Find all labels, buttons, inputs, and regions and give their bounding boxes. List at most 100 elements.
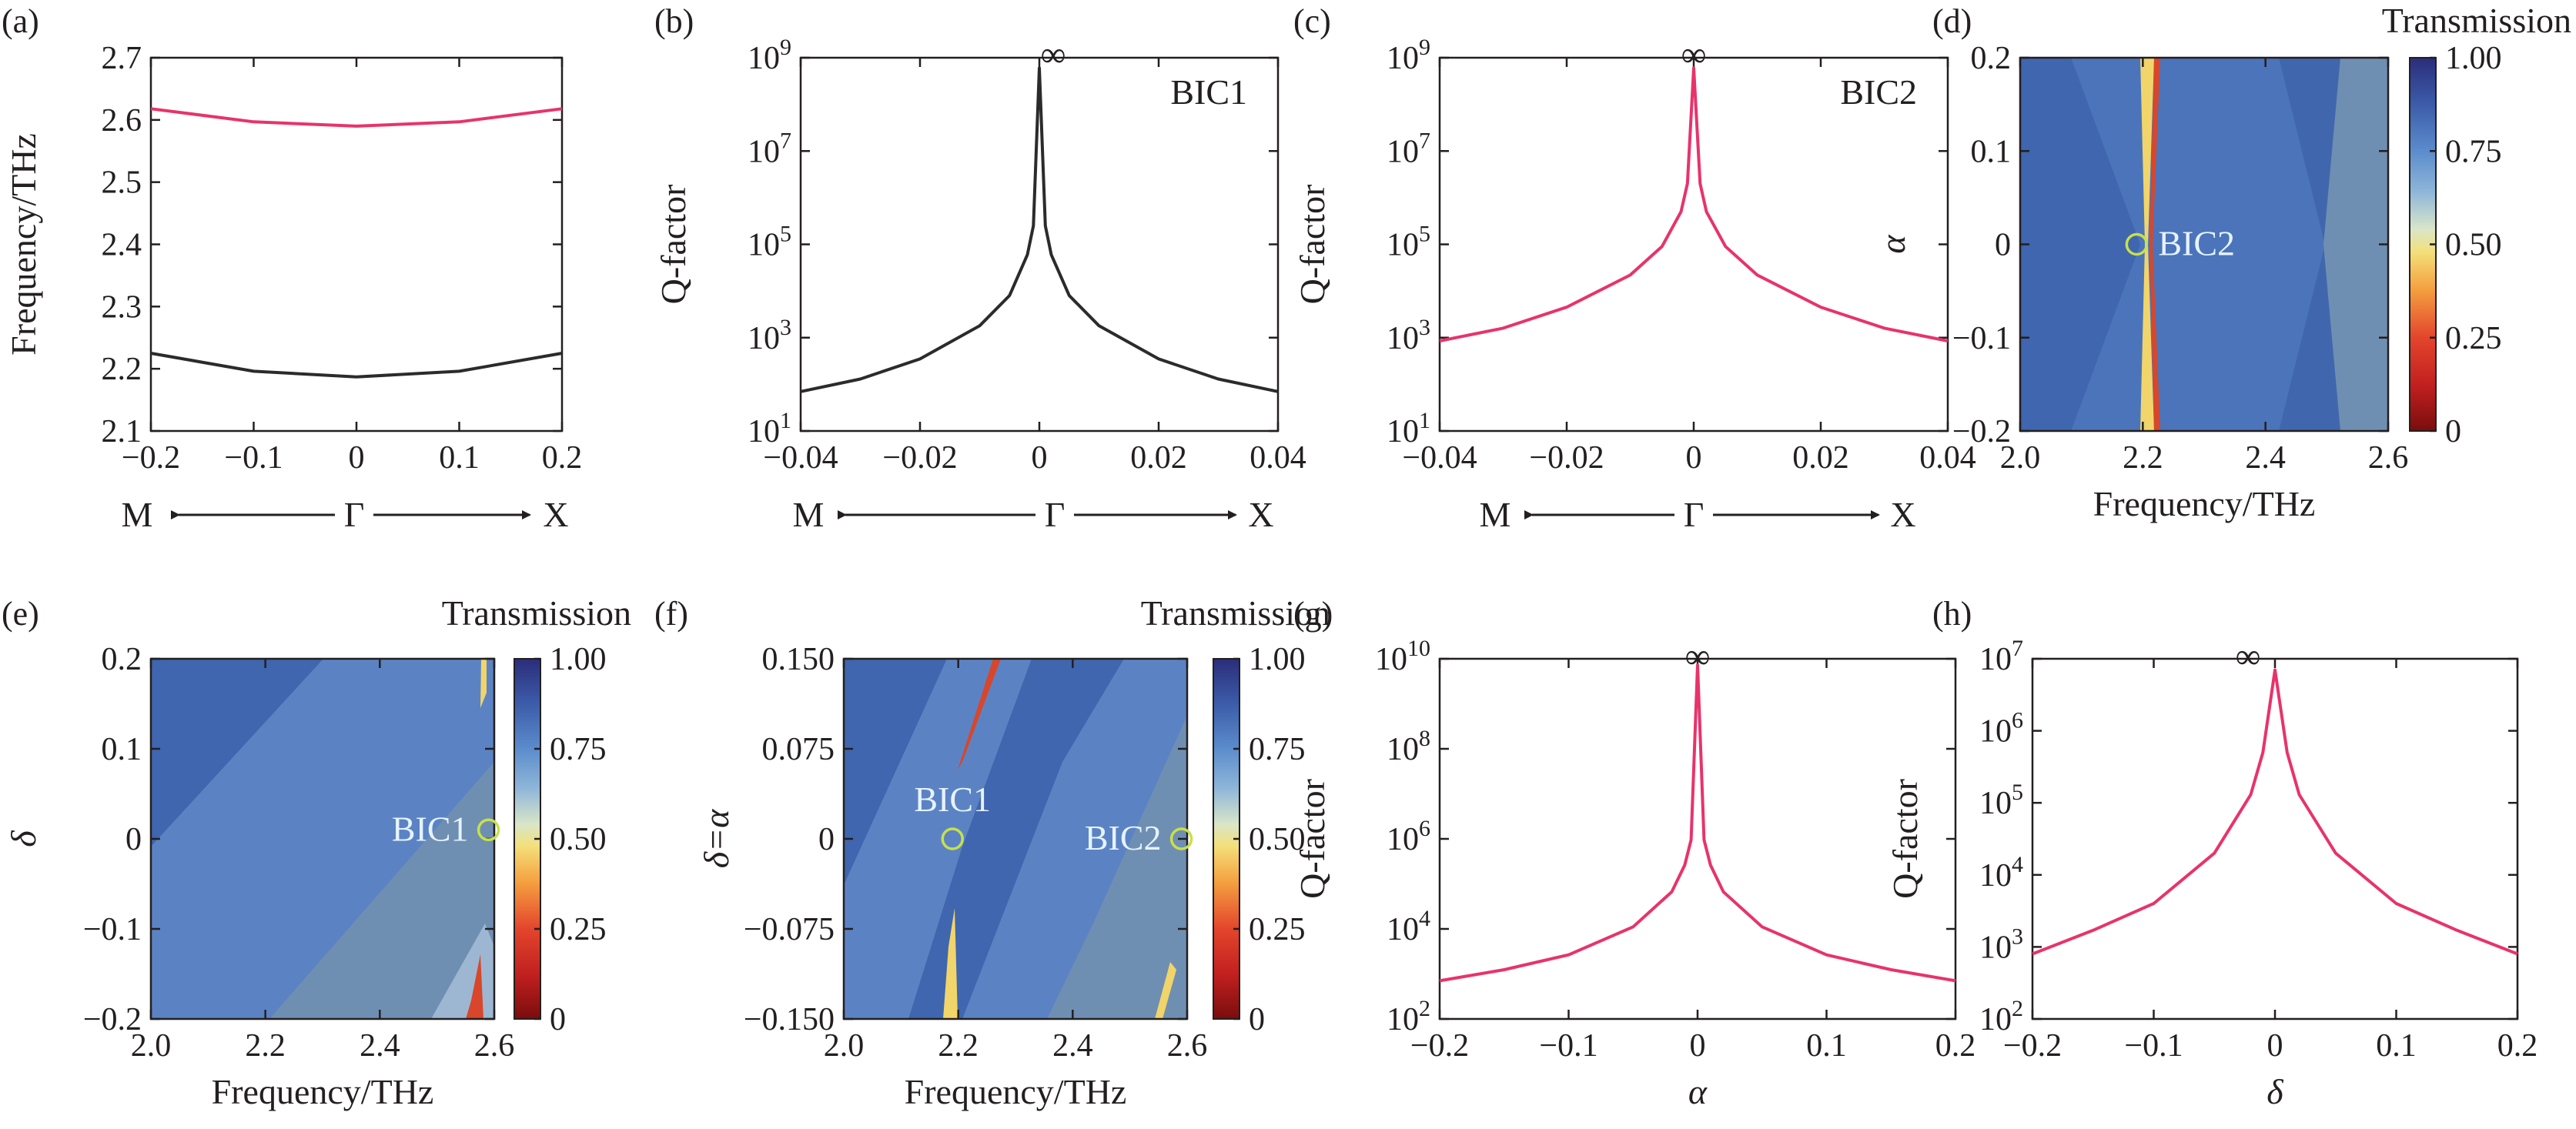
ytick-label-b: 107 [748,128,791,169]
xlabel-g: α [1688,1072,1708,1111]
colorbar-tick-label-d: 1.00 [2445,41,2502,76]
xtick-label-c: −0.04 [1402,440,1477,476]
panel-label-e: (e) [2,595,39,633]
bic-label-e-0: BIC1 [392,809,469,848]
xtick-label-h: −0.1 [2124,1028,2183,1064]
ytick-label-f: 0.075 [762,732,835,767]
xtick-label-f: 2.0 [824,1028,865,1064]
kpath-c-right: X [1890,495,1915,534]
colorbar-tick-label-f: 0.75 [1249,732,1306,767]
xtick-label-a: 0.2 [542,440,583,476]
ytick-label-h: 104 [1979,852,2023,894]
series-line-g-0 [1439,663,1956,983]
ylabel-f: δ=α [697,809,736,868]
xtick-label-b: −0.04 [763,440,838,476]
bic-label-f-0: BIC1 [914,780,991,819]
xtick-label-c: −0.02 [1529,440,1604,476]
infinity-b: ∞ [1041,35,1066,74]
dynamic-layer: −0.2 −0.1 0 0.1 0.2 2.7 2.6 2.5 2.4 2.3 2.2 2.1 Freq… [4,35,2538,1111]
xtick-label-h: 0.2 [2497,1028,2538,1064]
ytick-label-a: 2.4 [102,228,142,263]
ylabel-b: Q-factor [654,185,693,305]
panel-label-d: (d) [1932,2,1972,40]
panel-label-g: (g) [1293,595,1333,633]
ytick-label-a: 2.5 [102,165,142,201]
ytick-label-e: 0.1 [102,732,142,767]
heatmap-f-resonance-right [1155,962,1176,1019]
xtick-label-c: 0.04 [1919,440,1976,476]
ytick-label-f: −0.075 [744,912,835,947]
ytick-label-e: 0.2 [102,642,142,677]
ylabel-e: δ [4,830,43,847]
xtick-label-a: −0.2 [122,440,180,476]
series-line-a-1 [150,352,563,379]
xtick-label-e: 2.0 [131,1028,172,1064]
heatmap-e-gray-band [269,762,494,1019]
heatmap-e-resonance [466,954,483,1019]
xlabel-e: Frequency/THz [212,1072,434,1111]
colorbar-tick-label-e: 0.75 [550,732,607,767]
ytick-label-f: 0 [818,822,835,857]
heatmap-f-resonance-top [958,659,1001,770]
heatmap-f-resonance-bottom [943,908,958,1019]
xtick-label-h: −0.2 [2003,1028,2062,1064]
ytick-label-a: 2.1 [102,414,142,449]
xtick-label-g: 0 [1690,1028,1706,1064]
ytick-label-b: 109 [748,35,791,76]
colorbar-tick-label-f: 0 [1249,1002,1265,1037]
ytick-label-d: −0.2 [1952,414,2011,449]
xtick-label-g: 0.1 [1806,1028,1847,1064]
xtick-label-g: 0.2 [1935,1028,1976,1064]
xtick-label-d: 2.0 [2000,440,2041,476]
colorbar-tick-label-f: 0.50 [1249,822,1306,857]
kpath-b-left: M [793,495,825,534]
xtick-label-a: −0.1 [224,440,283,476]
xtick-label-f: 2.4 [1052,1028,1093,1064]
kpath-a-right: X [543,495,568,534]
heatmap-d-gray-lobe [2323,58,2388,431]
colorbar-tick-label-d: 0.75 [2445,134,2502,169]
panel-label-f: (f) [654,595,688,633]
panel-label-c: (c) [1293,2,1331,40]
plot-frame-a [149,56,564,433]
kpath-a-left: M [122,495,153,534]
kpath-a-mid: Γ [344,495,365,534]
ytick-label-c: 103 [1387,315,1430,356]
ytick-label-c: 105 [1387,222,1430,263]
ytick-label-d: −0.1 [1952,321,2011,356]
ytick-label-g: 106 [1387,816,1430,857]
colorbar-tick-label-e: 0.50 [550,822,607,857]
xlabel-h: δ [2267,1072,2283,1111]
ytick-label-e: −0.1 [83,912,142,947]
xtick-label-b: 0.04 [1250,440,1306,476]
xtick-label-e: 2.2 [245,1028,286,1064]
panel-label-h: (h) [1932,595,1972,633]
ytick-label-b: 105 [748,222,791,263]
annotation-b: BIC1 [1170,72,1247,112]
kpath-c: M Γ X [1480,495,1916,534]
bic-marker-e-0 [477,818,500,842]
ytick-label-c: 107 [1387,128,1430,169]
bic-marker-f-1 [1169,827,1193,850]
xtick-label-f: 2.6 [1167,1028,1208,1064]
infinity-h: ∞ [2236,636,2261,676]
xtick-label-f: 2.2 [938,1028,979,1064]
ytick-label-a: 2.7 [102,41,142,76]
xtick-label-a: 0.1 [439,440,480,476]
colorbar-tick-label-d: 0 [2445,414,2461,449]
panel-label-a: (a) [2,2,39,40]
ylabel-g: Q-factor [1293,779,1332,899]
ytick-label-c: 109 [1387,35,1430,76]
bic-marker-d-0 [2125,232,2149,256]
xtick-label-e: 2.4 [360,1028,400,1064]
xtick-label-h: 0 [2267,1028,2283,1064]
xtick-label-a: 0 [349,440,365,476]
xtick-label-b: −0.02 [882,440,957,476]
xtick-label-d: 2.2 [2123,440,2163,476]
heatmap-d-left-band [2020,58,2140,431]
ylabel-d: α [1873,235,1912,254]
ytick-label-h: 106 [1979,708,2023,750]
series-line-a-0 [150,107,563,128]
plot-frame-c [1438,56,1949,433]
